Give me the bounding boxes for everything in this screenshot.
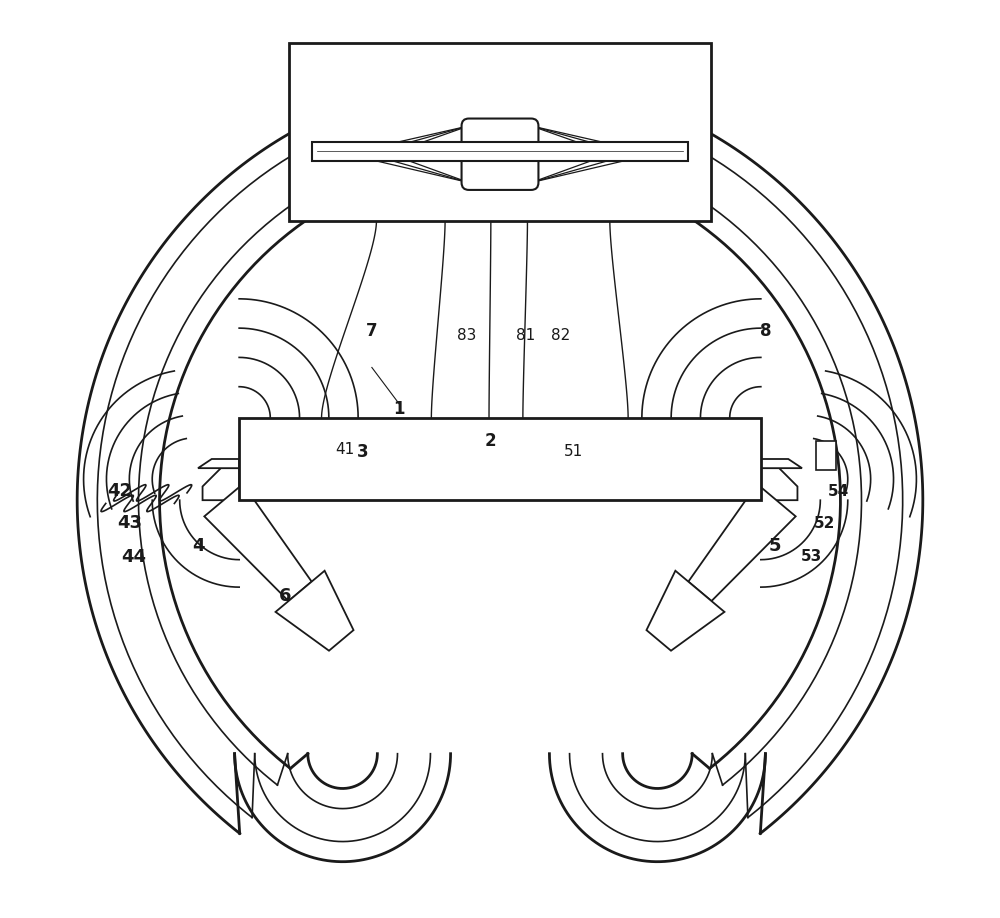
Polygon shape: [203, 468, 239, 500]
FancyBboxPatch shape: [462, 118, 538, 190]
Text: 3: 3: [357, 442, 369, 461]
Ellipse shape: [615, 106, 634, 159]
Ellipse shape: [641, 149, 659, 202]
Text: 7: 7: [366, 322, 378, 340]
Text: 43: 43: [117, 514, 142, 532]
Ellipse shape: [615, 149, 634, 202]
Ellipse shape: [366, 149, 385, 202]
Ellipse shape: [341, 149, 359, 202]
Text: 53: 53: [801, 550, 822, 565]
Ellipse shape: [315, 149, 333, 202]
FancyBboxPatch shape: [289, 42, 711, 221]
Ellipse shape: [315, 106, 333, 159]
Text: 5: 5: [768, 537, 781, 555]
Text: 4: 4: [192, 537, 204, 555]
FancyBboxPatch shape: [816, 441, 836, 470]
Ellipse shape: [667, 106, 685, 159]
Text: 42: 42: [108, 482, 133, 500]
Text: 6: 6: [279, 588, 291, 605]
Ellipse shape: [341, 106, 359, 159]
Polygon shape: [761, 468, 797, 500]
Ellipse shape: [366, 106, 385, 159]
FancyBboxPatch shape: [312, 142, 688, 161]
Text: 82: 82: [551, 328, 570, 343]
Text: 1: 1: [394, 399, 405, 418]
Polygon shape: [204, 484, 312, 601]
Text: 54: 54: [828, 484, 849, 498]
Text: 41: 41: [335, 442, 354, 457]
Text: 8: 8: [760, 322, 771, 340]
Text: 83: 83: [457, 328, 477, 343]
Polygon shape: [646, 571, 724, 651]
Text: 52: 52: [814, 516, 836, 531]
Text: 51: 51: [564, 444, 583, 459]
Polygon shape: [276, 571, 354, 651]
Text: 44: 44: [121, 548, 146, 565]
FancyBboxPatch shape: [239, 418, 761, 500]
Text: 81: 81: [516, 328, 535, 343]
Ellipse shape: [667, 149, 685, 202]
Ellipse shape: [641, 106, 659, 159]
Polygon shape: [198, 459, 239, 468]
Text: 2: 2: [485, 431, 497, 450]
Polygon shape: [761, 459, 802, 468]
Polygon shape: [688, 484, 796, 601]
